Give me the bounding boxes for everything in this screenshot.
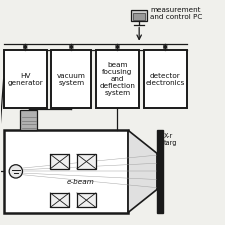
Bar: [50, 193, 69, 207]
Bar: [77, 154, 96, 169]
Text: vacuum
system: vacuum system: [57, 73, 86, 86]
Bar: [4, 130, 128, 212]
Bar: [4, 50, 47, 108]
Text: e-beam: e-beam: [67, 180, 95, 185]
Bar: [20, 110, 37, 130]
Bar: [157, 130, 162, 212]
Text: HV
generator: HV generator: [7, 73, 43, 86]
Bar: [77, 193, 96, 207]
Bar: [133, 13, 145, 20]
Text: beam
focusing
and
deflection
system: beam focusing and deflection system: [99, 62, 135, 96]
Bar: [96, 50, 139, 108]
Text: detector
electronics: detector electronics: [146, 73, 185, 86]
Bar: [51, 50, 91, 108]
Polygon shape: [128, 130, 157, 212]
Circle shape: [9, 165, 22, 178]
Text: measurement
and control PC: measurement and control PC: [150, 7, 203, 20]
Bar: [144, 50, 187, 108]
Text: X-r
targ: X-r targ: [164, 133, 177, 146]
Bar: [131, 10, 147, 21]
Bar: [50, 154, 69, 169]
